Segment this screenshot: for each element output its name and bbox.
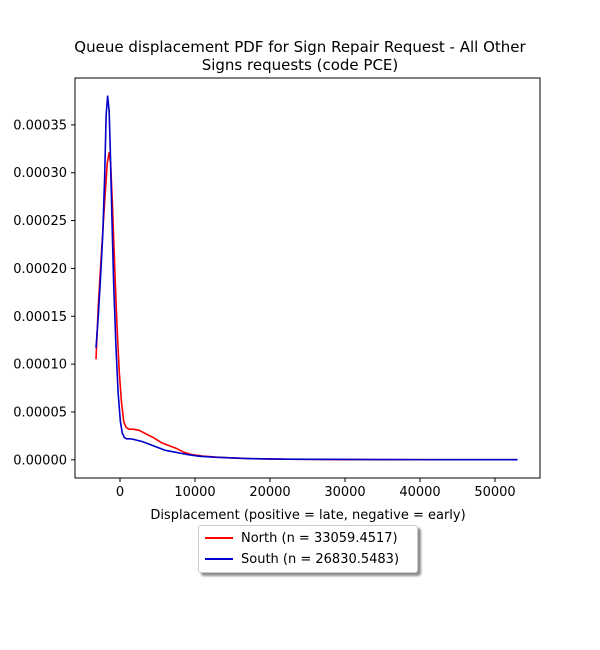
y-tick-label: 0.00020 [13,262,67,277]
series-line-north [95,151,518,461]
y-tick-label: 0.00030 [13,166,67,181]
legend-entry-north: North (n = 33059.4517) [205,529,398,547]
x-tick-label: 50000 [474,485,515,500]
axes: 0 10000 20000 30000 40000 50000 0.00000 0.00005… [13,77,541,500]
chart-title-line-1: Queue displacement PDF for Sign Repair R… [74,38,526,56]
legend-swatch-south [205,558,233,560]
legend-swatch-north [205,537,233,539]
y-tick-label: 0.00015 [13,310,67,325]
x-tick-label: 40000 [399,485,440,500]
y-tick-label: 0.00000 [13,453,67,468]
x-tick-label: 10000 [174,485,215,500]
x-tick-label: 0 [116,485,124,500]
legend-label-south: South (n = 26830.5483) [241,551,400,567]
series-line-south [95,95,518,461]
y-tick-label: 0.00025 [13,214,67,229]
x-tick-label: 30000 [324,485,365,500]
series-lines [95,95,518,461]
legend-entry-south: South (n = 26830.5483) [205,550,399,568]
chart-title-line-2: Signs requests (code PCE) [201,56,399,74]
plot-frame [74,77,541,479]
y-tick-label: 0.00035 [13,118,67,133]
y-tick-label: 0.00005 [13,405,67,420]
y-tick-label: 0.00010 [13,358,67,373]
x-axis-label: Displacement (positive = late, negative … [150,508,465,523]
legend-label-north: North (n = 33059.4517) [241,530,398,546]
x-tick-label: 20000 [249,485,290,500]
legend: North (n = 33059.4517) South (n = 26830.… [198,525,418,573]
